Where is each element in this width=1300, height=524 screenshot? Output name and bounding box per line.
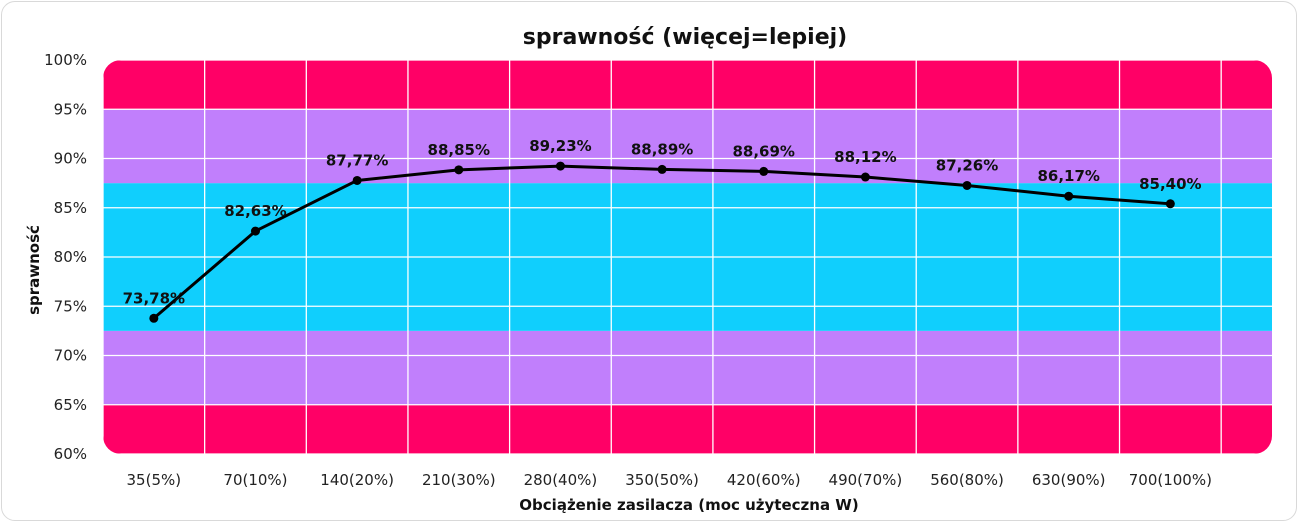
data-point xyxy=(962,180,972,190)
y-tick-label: 75% xyxy=(54,297,87,315)
x-tick-label: 35(5%) xyxy=(127,471,182,489)
data-label: 86,17% xyxy=(1037,167,1099,185)
data-label: 89,23% xyxy=(529,137,591,155)
y-tick-label: 100% xyxy=(44,51,87,69)
data-label: 88,12% xyxy=(834,148,896,166)
data-point xyxy=(1165,199,1175,209)
data-label: 85,40% xyxy=(1139,175,1201,193)
data-label: 82,63% xyxy=(224,202,286,220)
x-tick-label: 210(30%) xyxy=(422,471,496,489)
x-tick-label: 350(50%) xyxy=(625,471,699,489)
data-label: 87,77% xyxy=(326,151,388,169)
x-tick-label: 280(40%) xyxy=(524,471,598,489)
y-tick-label: 60% xyxy=(54,445,87,463)
y-tick-label: 90% xyxy=(54,150,87,168)
data-label: 73,78% xyxy=(123,289,185,307)
chart-title: sprawność (więcej=lepiej) xyxy=(523,25,847,50)
x-tick-label: 70(10%) xyxy=(223,471,287,489)
data-point xyxy=(352,175,362,185)
y-axis-title: sprawność xyxy=(25,225,43,315)
x-tick-label: 490(70%) xyxy=(829,471,903,489)
data-point xyxy=(759,166,769,176)
background-band-4 xyxy=(103,60,1272,110)
y-tick-label: 95% xyxy=(54,100,87,118)
data-point xyxy=(1064,191,1074,201)
y-tick-label: 80% xyxy=(54,248,87,266)
x-tick-label: 700(100%) xyxy=(1129,471,1212,489)
data-label: 88,69% xyxy=(732,142,794,160)
data-label: 88,89% xyxy=(631,140,693,158)
background-band-0 xyxy=(103,404,1272,454)
x-tick-label: 630(90%) xyxy=(1032,471,1106,489)
data-point xyxy=(250,226,260,236)
data-label: 88,85% xyxy=(428,141,490,159)
y-tick-label: 70% xyxy=(54,347,87,365)
grid xyxy=(103,60,1272,454)
plot-area: 60% 65% 70% 75% 80% 85% 90% 95% 100% 35(5%) 70(10%… xyxy=(44,51,1272,489)
y-tick-label: 65% xyxy=(54,396,87,414)
data-point xyxy=(657,164,667,174)
background-band-1 xyxy=(103,330,1272,405)
x-tick-label: 420(60%) xyxy=(727,471,801,489)
data-point xyxy=(555,161,565,171)
data-label: 87,26% xyxy=(936,156,998,174)
y-tick-label: 85% xyxy=(54,199,87,217)
data-point xyxy=(149,313,159,323)
data-point xyxy=(860,172,870,182)
data-point xyxy=(454,165,464,175)
x-tick-label: 140(20%) xyxy=(320,471,394,489)
x-tick-label: 560(80%) xyxy=(930,471,1004,489)
x-axis-title: Obciążenie zasilacza (moc użyteczna W) xyxy=(519,496,858,514)
